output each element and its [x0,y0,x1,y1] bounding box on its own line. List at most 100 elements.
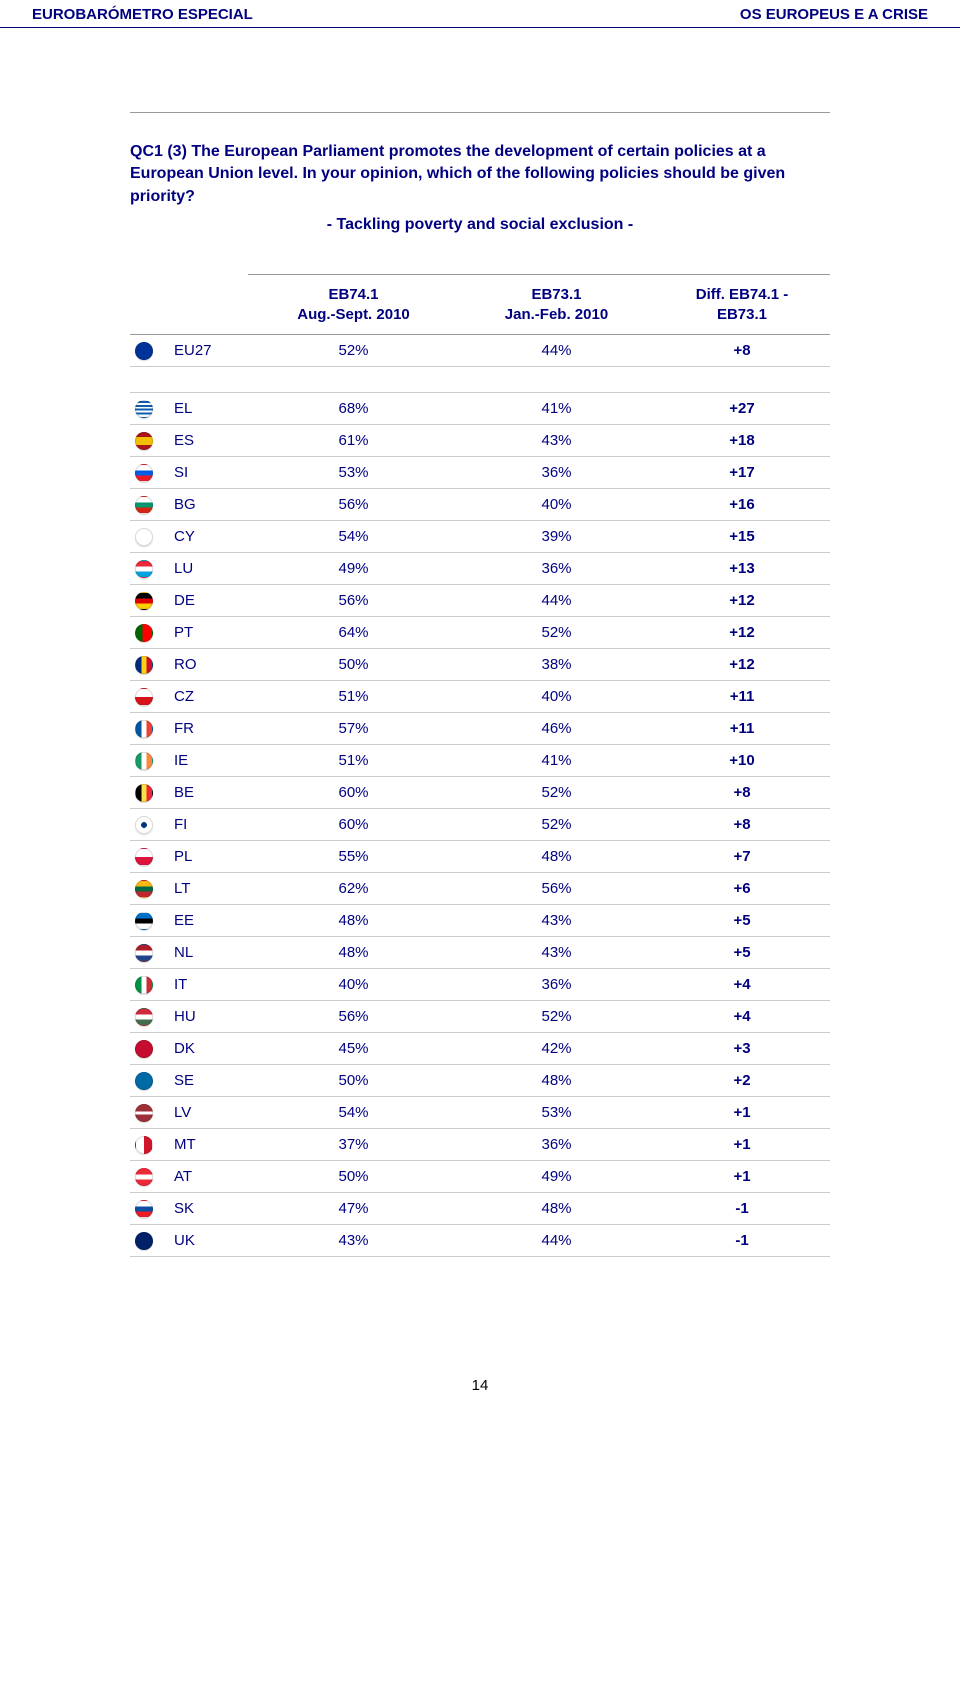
value-c2: 44% [459,1225,654,1257]
flag-cell [130,489,158,521]
country-code: FR [158,713,248,745]
value-c1: 45% [248,1033,459,1065]
country-code: EE [158,905,248,937]
value-diff: +11 [654,681,830,713]
value-c1: 51% [248,745,459,777]
value-diff: +10 [654,745,830,777]
table-row: AT50%49%+1 [130,1161,830,1193]
value-c1: 55% [248,841,459,873]
value-diff: +27 [654,393,830,425]
value-diff: +11 [654,713,830,745]
table-row: PL55%48%+7 [130,841,830,873]
table-row: UK43%44%-1 [130,1225,830,1257]
table-row: ES61%43%+18 [130,425,830,457]
value-c2: 40% [459,489,654,521]
value-c2: 38% [459,649,654,681]
value-c2: 44% [459,585,654,617]
table-row: NL48%43%+5 [130,937,830,969]
value-diff: +2 [654,1065,830,1097]
flag-cell [130,681,158,713]
flag-cell [130,335,158,367]
flag-icon [135,342,153,360]
value-diff: +1 [654,1129,830,1161]
table-row: HU56%52%+4 [130,1001,830,1033]
table-row: LV54%53%+1 [130,1097,830,1129]
flag-cell [130,745,158,777]
flag-cell [130,905,158,937]
value-c2: 48% [459,1193,654,1225]
value-diff: +17 [654,457,830,489]
value-diff: +15 [654,521,830,553]
flag-icon [135,720,153,738]
value-c1: 40% [248,969,459,1001]
value-c2: 36% [459,553,654,585]
page-header: EUROBARÓMETRO ESPECIAL OS EUROPEUS E A C… [0,0,960,28]
flag-cell [130,521,158,553]
value-diff: +6 [654,873,830,905]
flag-icon [135,432,153,450]
flag-cell [130,1097,158,1129]
country-code: HU [158,1001,248,1033]
value-diff: +1 [654,1161,830,1193]
flag-icon [135,464,153,482]
table-row: IE51%41%+10 [130,745,830,777]
country-code: LU [158,553,248,585]
country-code: AT [158,1161,248,1193]
flag-cell [130,1161,158,1193]
value-c2: 48% [459,1065,654,1097]
table-row: CZ51%40%+11 [130,681,830,713]
flag-cell [130,777,158,809]
country-code: DE [158,585,248,617]
table-header-row: EB74.1 Aug.-Sept. 2010 EB73.1 Jan.-Feb. … [130,275,830,335]
value-diff: +5 [654,905,830,937]
flag-icon [135,656,153,674]
flag-icon [135,944,153,962]
flag-cell [130,425,158,457]
flag-icon [135,560,153,578]
flag-icon [135,912,153,930]
country-code: SE [158,1065,248,1097]
value-c2: 43% [459,937,654,969]
country-code: RO [158,649,248,681]
value-c1: 50% [248,1161,459,1193]
flag-icon [135,848,153,866]
value-c1: 50% [248,1065,459,1097]
value-diff: +16 [654,489,830,521]
table-row: RO50%38%+12 [130,649,830,681]
country-code: CZ [158,681,248,713]
value-diff: +12 [654,617,830,649]
value-c2: 49% [459,1161,654,1193]
flag-icon [135,880,153,898]
country-code: DK [158,1033,248,1065]
flag-cell [130,969,158,1001]
flag-icon [135,624,153,642]
flag-cell [130,873,158,905]
value-diff: +3 [654,1033,830,1065]
country-code: UK [158,1225,248,1257]
table-row: SE50%48%+2 [130,1065,830,1097]
question-subtitle: - Tackling poverty and social exclusion … [130,216,830,234]
value-diff: +5 [654,937,830,969]
country-code: SI [158,457,248,489]
value-diff: +8 [654,809,830,841]
value-c1: 48% [248,905,459,937]
country-code: BE [158,777,248,809]
value-c2: 43% [459,905,654,937]
value-c1: 56% [248,489,459,521]
value-c2: 41% [459,393,654,425]
value-c1: 61% [248,425,459,457]
table-row: PT64%52%+12 [130,617,830,649]
value-diff: +12 [654,585,830,617]
col-c3: Diff. EB74.1 - EB73.1 [654,275,830,335]
value-diff: -1 [654,1225,830,1257]
col-c2-line1: EB73.1 [531,286,581,303]
flag-icon [135,592,153,610]
table-row: DE56%44%+12 [130,585,830,617]
divider-top [130,112,830,113]
flag-cell [130,1001,158,1033]
flag-cell [130,841,158,873]
country-code: LV [158,1097,248,1129]
value-c1: 56% [248,1001,459,1033]
col-c1: EB74.1 Aug.-Sept. 2010 [248,275,459,335]
flag-cell [130,393,158,425]
